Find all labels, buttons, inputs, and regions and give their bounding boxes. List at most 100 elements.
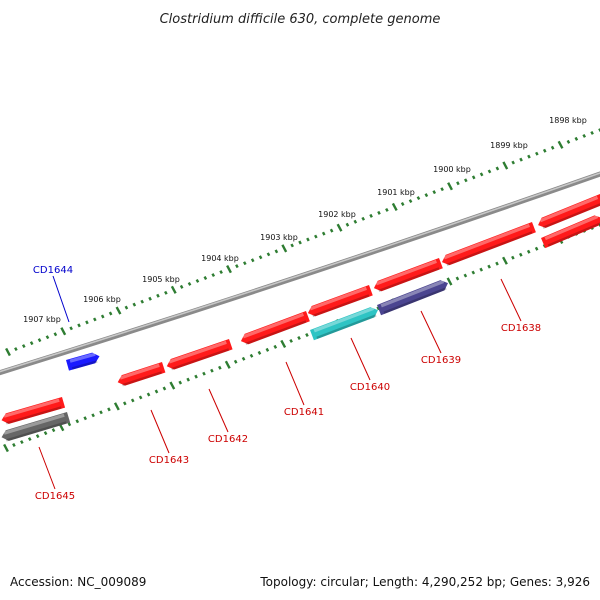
scale-tick bbox=[336, 223, 343, 232]
gene-feature[interactable] bbox=[440, 222, 536, 267]
scale-tick bbox=[45, 335, 50, 340]
scale-tick bbox=[132, 302, 137, 307]
scale-tick bbox=[345, 222, 350, 227]
scale-labels: 1898 kbp 1899 kbp 1900 kbp 1901 kbp 1902 kbp… bbox=[23, 116, 587, 324]
scale-tick bbox=[195, 278, 200, 283]
scale-tick bbox=[69, 326, 73, 331]
scale-tick bbox=[281, 244, 288, 253]
gene-CD1643[interactable] bbox=[116, 361, 166, 387]
scale-tick bbox=[12, 443, 16, 448]
scale-tick bbox=[361, 216, 366, 221]
scale-tick bbox=[518, 252, 523, 257]
genome-summary-text: Topology: circular; Length: 4,290,252 bp… bbox=[259, 575, 590, 589]
gene-feature[interactable] bbox=[0, 396, 66, 426]
gene-CD1639[interactable] bbox=[377, 278, 450, 316]
scale-tick bbox=[432, 190, 437, 195]
scale-tick bbox=[233, 359, 238, 364]
scale-tick bbox=[526, 249, 531, 254]
gene-leader-line bbox=[150, 409, 170, 454]
scale-tick bbox=[51, 428, 56, 433]
scale-tick bbox=[60, 327, 67, 336]
scale-tick bbox=[179, 284, 184, 289]
scale-tick bbox=[211, 273, 216, 278]
gene-leader-line bbox=[208, 388, 229, 433]
scale-tick bbox=[424, 193, 429, 198]
gene-track bbox=[0, 193, 600, 443]
scale-tick bbox=[124, 305, 129, 310]
scale-tick bbox=[266, 252, 271, 257]
scale-tick bbox=[502, 161, 509, 170]
scale-tick bbox=[218, 365, 222, 370]
gene-leader-line bbox=[38, 446, 56, 490]
gene-CD1640[interactable] bbox=[310, 305, 380, 341]
scale-tick bbox=[416, 196, 421, 201]
gene-feature[interactable] bbox=[536, 193, 600, 230]
scale-tick bbox=[289, 338, 293, 343]
gene-label-CD1645[interactable]: CD1645 bbox=[35, 491, 75, 502]
scale-tick bbox=[574, 136, 579, 141]
gene-CD1645[interactable] bbox=[0, 411, 71, 443]
gene-label-CD1639[interactable]: CD1639 bbox=[421, 355, 461, 366]
gene-CD1642[interactable] bbox=[165, 338, 233, 371]
gene-leader-line bbox=[350, 337, 371, 381]
scale-tick bbox=[138, 395, 143, 400]
scale-tick bbox=[108, 311, 113, 316]
scale-tick bbox=[329, 228, 334, 233]
scale-tick bbox=[511, 160, 515, 165]
scale-tick bbox=[464, 178, 468, 183]
scale-tick bbox=[29, 341, 34, 346]
gene-leader-line bbox=[500, 278, 522, 322]
scale-tick-label: 1903 kbp bbox=[260, 233, 298, 242]
scale-tick bbox=[590, 130, 594, 135]
gene-leader-line bbox=[420, 310, 442, 354]
gene-CD1638[interactable] bbox=[541, 213, 600, 249]
gene-feature[interactable] bbox=[306, 285, 373, 318]
scale-tick bbox=[385, 207, 389, 212]
scale-tick-label: 1907 kbp bbox=[23, 315, 61, 324]
scale-tick bbox=[314, 234, 318, 239]
accession-text: Accession: NC_009089 bbox=[10, 575, 146, 589]
gene-CD1644[interactable] bbox=[66, 351, 101, 371]
scale-tick bbox=[305, 333, 309, 337]
gene-label-CD1643[interactable]: CD1643 bbox=[149, 455, 189, 466]
scale-tick bbox=[53, 332, 58, 337]
gene-feature[interactable] bbox=[372, 258, 443, 293]
scale-tick bbox=[446, 277, 453, 286]
scale-tick bbox=[511, 255, 515, 260]
scale-tick bbox=[20, 440, 24, 445]
outer-tick-track bbox=[5, 128, 600, 357]
genome-backbone bbox=[0, 171, 600, 376]
scale-tick bbox=[162, 386, 167, 391]
scale-tick bbox=[115, 306, 122, 315]
scale-tick bbox=[377, 210, 381, 215]
gene-leader-line bbox=[52, 275, 70, 323]
scale-tick bbox=[85, 320, 89, 325]
scale-tick bbox=[242, 261, 247, 266]
scale-tick bbox=[249, 353, 254, 358]
scale-tick bbox=[27, 437, 32, 442]
scale-tick bbox=[265, 347, 270, 352]
scale-tick bbox=[274, 249, 279, 254]
scale-tick bbox=[178, 380, 183, 385]
gene-label-CD1638[interactable]: CD1638 bbox=[501, 323, 541, 334]
gene-label-CD1641[interactable]: CD1641 bbox=[284, 407, 324, 418]
scale-tick bbox=[298, 240, 302, 245]
scale-tick bbox=[408, 199, 413, 204]
scale-tick bbox=[148, 296, 152, 301]
scale-tick bbox=[194, 374, 198, 379]
gene-label-CD1644[interactable]: CD1644 bbox=[33, 265, 73, 276]
scale-tick bbox=[400, 202, 405, 206]
gene-label-CD1640[interactable]: CD1640 bbox=[350, 382, 390, 393]
scale-tick bbox=[219, 270, 223, 275]
scale-tick bbox=[170, 285, 177, 294]
gene-label-CD1642[interactable]: CD1642 bbox=[208, 434, 248, 445]
scale-tick-label: 1898 kbp bbox=[549, 116, 587, 125]
gene-leader-line bbox=[285, 361, 305, 406]
gene-CD1641[interactable] bbox=[239, 311, 310, 346]
scale-tick-label: 1905 kbp bbox=[142, 275, 180, 284]
scale-tick bbox=[224, 360, 231, 369]
scale-tick bbox=[241, 356, 246, 361]
scale-tick bbox=[37, 338, 42, 343]
scale-tick bbox=[471, 175, 476, 180]
